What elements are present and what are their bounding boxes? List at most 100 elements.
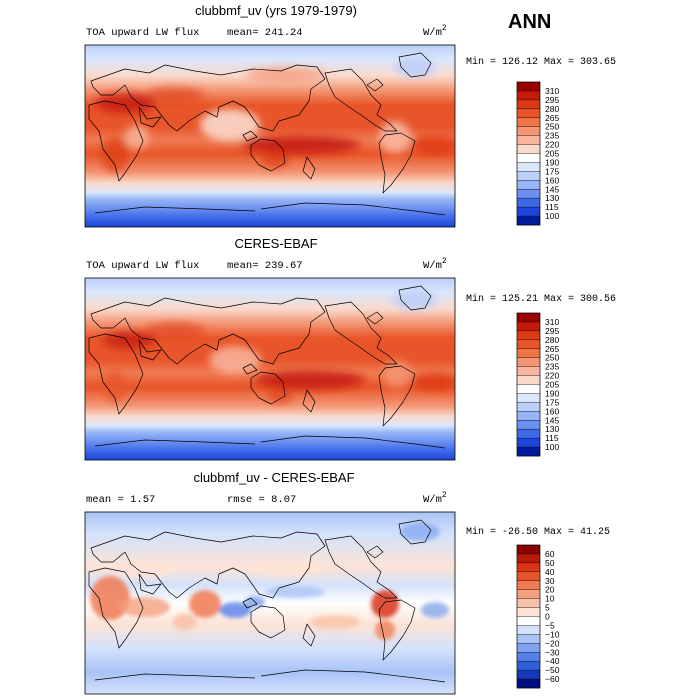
- colorbar-swatch: [517, 198, 540, 208]
- colorbar-tick-label: 30: [545, 576, 555, 586]
- colorbar-swatch: [517, 562, 540, 573]
- colorbar-tick-label: 280: [545, 335, 559, 345]
- map-plot: [84, 511, 456, 695]
- colorbar-swatch: [517, 571, 540, 582]
- colorbar-swatch: [517, 153, 540, 163]
- colorbar-tick-label: 235: [545, 131, 559, 141]
- colorbar-swatch: [517, 216, 540, 226]
- colorbar-tick-label: 100: [545, 211, 559, 221]
- colorbar-tick-label: 175: [545, 166, 559, 176]
- colorbar-tick-label: 175: [545, 397, 559, 407]
- min-max-label: Min = 126.12 Max = 303.65: [466, 56, 616, 68]
- map-frame: [84, 277, 456, 461]
- panel-title: clubbmf_uv - CERES-EBAF: [193, 470, 354, 485]
- colorbar-swatch: [517, 108, 540, 119]
- min-max-label: Min = 125.21 Max = 300.56: [466, 293, 616, 305]
- colorbar-swatch: [517, 643, 540, 653]
- colorbar-swatch: [517, 99, 540, 110]
- colorbar-tick-label: 160: [545, 406, 559, 416]
- colorbar-swatch: [517, 207, 540, 217]
- mean-label: mean= 241.24: [227, 27, 303, 39]
- map-frame: [84, 511, 456, 695]
- colorbar-swatch: [517, 180, 540, 190]
- colorbar-tick-label: −60: [545, 674, 560, 684]
- colorbar-tick-label: 40: [545, 567, 555, 577]
- colorbar-tick-label: 280: [545, 104, 559, 114]
- map-field-features: [103, 290, 455, 404]
- colorbar-tick-label: 310: [545, 86, 559, 96]
- colorbar-tick-label: 310: [545, 317, 559, 327]
- colorbar-swatch: [517, 411, 540, 421]
- rmse-label: rmse = 8.07: [227, 494, 296, 506]
- colorbar-tick-label: 250: [545, 353, 559, 363]
- colorbar-tick-label: 130: [545, 424, 559, 434]
- colorbar-swatch: [517, 348, 540, 358]
- variable-label: TOA upward LW flux: [86, 260, 199, 272]
- colorbar-swatch: [517, 661, 540, 671]
- panel-model: clubbmf_uv (yrs 1979-1979) TOA upward LW…: [84, 3, 616, 228]
- colorbar-tick-label: 60: [545, 549, 555, 559]
- colorbar-swatch: [517, 402, 540, 412]
- colorbar-swatch: [517, 321, 540, 332]
- colorbar-tick-label: 20: [545, 585, 555, 595]
- colorbar-swatch: [517, 144, 540, 154]
- colorbar-swatch: [517, 429, 540, 439]
- colorbar-swatch: [517, 366, 540, 376]
- colorbar-swatch: [517, 126, 540, 136]
- colorbar-swatch: [517, 553, 540, 564]
- colorbar-swatch: [517, 375, 540, 385]
- colorbar-tick-label: 145: [545, 415, 559, 425]
- colorbar-swatch: [517, 438, 540, 448]
- colorbar-tick-label: 50: [545, 558, 555, 568]
- colorbar-tick-label: −5: [545, 620, 555, 630]
- colorbar-swatch: [517, 90, 540, 101]
- map-field-features: [95, 57, 455, 173]
- colorbar-swatch: [517, 384, 540, 394]
- mean-label: mean = 1.57: [86, 494, 155, 506]
- panel-title: clubbmf_uv (yrs 1979-1979): [195, 3, 357, 18]
- colorbar-tick-label: −50: [545, 665, 560, 675]
- colorbar-tick-label: 220: [545, 140, 559, 150]
- season-label: ANN: [508, 11, 551, 33]
- units-label: W/m2: [423, 257, 447, 272]
- mean-label: mean= 239.67: [227, 260, 303, 272]
- colorbar-swatch: [517, 189, 540, 199]
- colorbar-tick-label: 295: [545, 95, 559, 105]
- colorbar-swatch: [517, 607, 540, 617]
- colorbar-tick-label: 160: [545, 175, 559, 185]
- colorbar-tick-label: 265: [545, 344, 559, 354]
- colorbar-swatch: [517, 135, 540, 145]
- colorbar-tick-label: 10: [545, 594, 555, 604]
- colorbar-tick-label: 220: [545, 371, 559, 381]
- colorbar-tick-label: 205: [545, 380, 559, 390]
- variable-label: TOA upward LW flux: [86, 27, 199, 39]
- colorbar-tick-label: 130: [545, 193, 559, 203]
- colorbar-swatch: [517, 171, 540, 181]
- colorbar-tick-label: −30: [545, 647, 560, 657]
- panel-observation: CERES-EBAF TOA upward LW flux mean= 239.…: [84, 236, 616, 461]
- panel-title: CERES-EBAF: [234, 236, 317, 251]
- map-plot: [84, 44, 456, 228]
- map-frame: [84, 44, 456, 228]
- colorbar-tick-label: 250: [545, 122, 559, 132]
- colorbar-swatch: [517, 393, 540, 403]
- colorbar-swatch: [517, 357, 540, 367]
- colorbar-tick-label: 190: [545, 388, 559, 398]
- colorbar-tick-label: 190: [545, 157, 559, 167]
- min-max-label: Min = -26.50 Max = 41.25: [466, 526, 610, 538]
- colorbar-tick-label: −20: [545, 638, 560, 648]
- colorbar-tick-label: 295: [545, 326, 559, 336]
- colorbar-swatch: [517, 652, 540, 662]
- colorbar-swatch: [517, 420, 540, 430]
- colorbar-swatch: [517, 625, 540, 635]
- colorbar-swatch: [517, 580, 540, 590]
- colorbar-tick-label: 100: [545, 442, 559, 452]
- colorbar-swatch: [517, 545, 540, 555]
- colorbar-swatch: [517, 82, 540, 92]
- colorbar-swatch: [517, 339, 540, 350]
- colorbar-swatch: [517, 162, 540, 172]
- colorbar-tick-label: 0: [545, 612, 550, 622]
- colorbar-tick-label: −40: [545, 656, 560, 666]
